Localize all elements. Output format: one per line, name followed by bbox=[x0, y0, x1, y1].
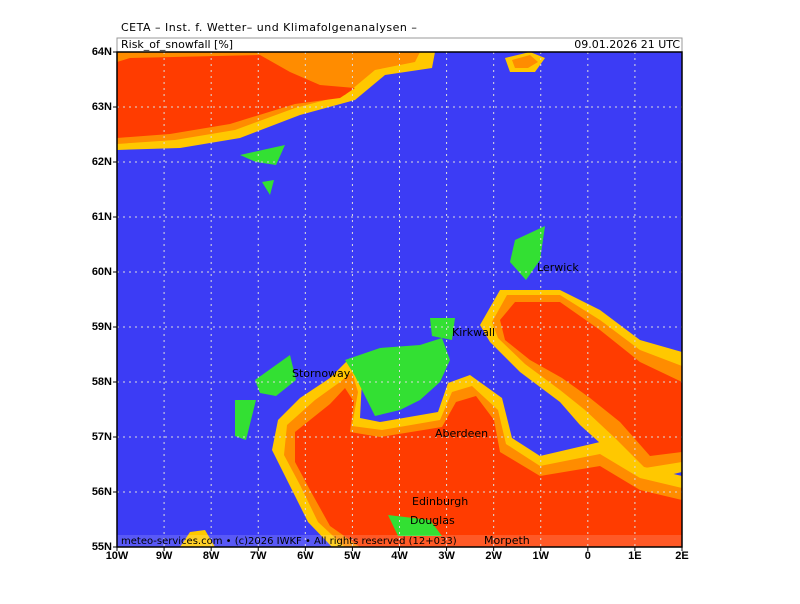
map-area: Lerwick Kirkwall Stornoway Aberdeen Edin… bbox=[116, 51, 683, 548]
lat-label: 61N bbox=[92, 211, 112, 223]
land bbox=[235, 145, 545, 536]
lon-label: 1W bbox=[533, 550, 550, 562]
place-label: Lerwick bbox=[537, 261, 579, 274]
lat-label: 63N bbox=[92, 101, 112, 113]
place-label: Edinburgh bbox=[412, 495, 468, 508]
lon-label: 7W bbox=[250, 550, 267, 562]
parameter: Risk_of_snowfall [%] bbox=[121, 38, 233, 51]
lat-label: 59N bbox=[92, 321, 112, 333]
snow-risk-north bbox=[117, 52, 545, 150]
title: CETA – Inst. f. Wetter– und Klimafolgena… bbox=[121, 21, 417, 34]
place-label: Morpeth bbox=[484, 534, 530, 547]
lat-label: 55N bbox=[92, 541, 112, 553]
lon-label: 0 bbox=[585, 550, 591, 562]
valid-time: 09.01.2026 21 UTC bbox=[574, 38, 680, 51]
lat-label: 56N bbox=[92, 486, 112, 498]
place-label: Douglas bbox=[410, 514, 455, 527]
lat-label: 58N bbox=[92, 376, 112, 388]
lon-label: 10W bbox=[106, 550, 129, 562]
lon-label: 2E bbox=[675, 550, 688, 562]
lon-label: 5W bbox=[344, 550, 361, 562]
lon-label: 4W bbox=[391, 550, 408, 562]
footer-band bbox=[117, 535, 682, 547]
lon-label: 8W bbox=[203, 550, 220, 562]
lon-label: 6W bbox=[297, 550, 314, 562]
lon-label: 9W bbox=[156, 550, 173, 562]
grid bbox=[117, 52, 682, 547]
lat-label: 57N bbox=[92, 431, 112, 443]
lat-label: 64N bbox=[92, 46, 112, 58]
places: Lerwick Kirkwall Stornoway Aberdeen Edin… bbox=[292, 261, 579, 547]
lon-label: 3W bbox=[438, 550, 455, 562]
lon-label: 1E bbox=[628, 550, 641, 562]
place-label: Aberdeen bbox=[435, 427, 488, 440]
lat-label: 60N bbox=[92, 266, 112, 278]
snow-risk-south bbox=[180, 358, 682, 547]
lat-label: 62N bbox=[92, 156, 112, 168]
place-label: Kirkwall bbox=[452, 326, 495, 339]
place-label: Stornoway bbox=[292, 367, 351, 380]
lon-label: 2W bbox=[485, 550, 502, 562]
footer: meteo-services.com • (c)2026 IWKF • All … bbox=[121, 536, 457, 547]
